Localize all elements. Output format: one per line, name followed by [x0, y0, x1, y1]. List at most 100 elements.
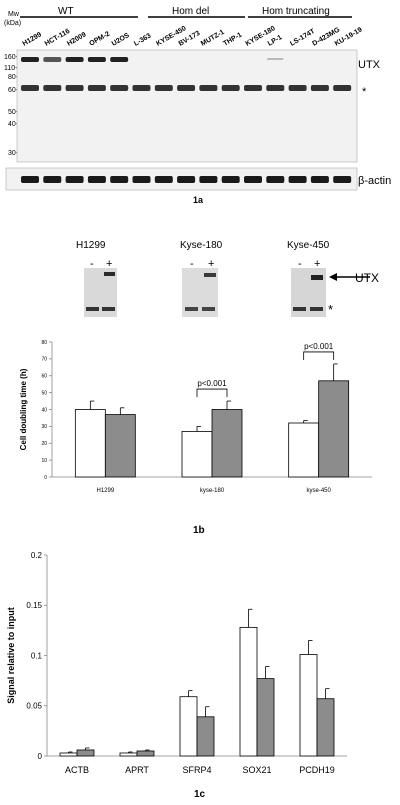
actin-band [221, 176, 240, 183]
star-band [288, 85, 307, 91]
star-band [244, 85, 262, 91]
panel-1a: Mw (kDa) WT Hom del Hom truncating H1299… [0, 0, 400, 205]
lane-label-h1299: H1299 [22, 31, 43, 47]
actin-band [154, 176, 173, 183]
actin-band [266, 176, 285, 183]
bar-aprt-filled [136, 750, 155, 757]
panel-1b-blots: H1299 Kyse-180 Kyse-450 - + - + - + UTX … [0, 220, 400, 320]
lane-label-u2os: U2OS [111, 32, 131, 48]
kda-label: (kDa) [4, 20, 21, 27]
marker-60: 60- [8, 87, 19, 94]
caption-1b: 1b [193, 525, 205, 536]
star-band [154, 85, 173, 91]
bar-h1299-filled [104, 414, 136, 478]
bar-kyse-180-filled [211, 409, 243, 478]
kyse450-star-band-plus [310, 307, 323, 311]
panel-1b-chart: 0 10 20 30 40 50 60 70 80 Cell doubling time (h) H… [0, 330, 400, 535]
star-band [43, 85, 62, 91]
y-tick-label: 0 [38, 752, 43, 761]
y-tick-label: 60 [41, 374, 47, 380]
actin-band [177, 176, 196, 183]
category-label-actb: ACTB [65, 765, 89, 775]
lane-label-lp-1: LP-1 [267, 34, 284, 48]
actin-bands [21, 176, 352, 183]
band-label-actin: β-actin [358, 175, 391, 187]
actin-band [21, 176, 39, 183]
lane-label-l-363: L-363 [133, 32, 152, 47]
bar-pcdh19-filled [316, 698, 335, 757]
star-band [177, 85, 196, 91]
actin-band [310, 176, 329, 183]
star-band [199, 85, 218, 91]
bar-sox21-open [239, 626, 258, 757]
group-hom-del: Hom del [172, 6, 209, 17]
panel-1a-figure: Mw (kDa) WT Hom del Hom truncating H1299… [4, 6, 391, 205]
h1299-plus: + [106, 258, 112, 270]
category-label-pcdh19: PCDH19 [299, 765, 335, 775]
bar-kyse-450-open [288, 422, 320, 478]
actin-band [288, 176, 307, 183]
group-hom-truncating: Hom truncating [262, 6, 330, 17]
bar-sox21-filled [256, 678, 275, 757]
marker-110: 110- [4, 65, 18, 72]
pvalue-bracket [196, 388, 228, 398]
star-band [87, 85, 106, 91]
pvalue-label: p<0.001 [304, 342, 334, 351]
band-label-star: * [362, 86, 367, 98]
bar-aprt-open [119, 752, 138, 757]
marker-40: 40- [8, 121, 19, 128]
bar-actb-open [59, 752, 78, 757]
y-tick-label: 0.2 [31, 551, 43, 560]
y-axis-label: Cell doubling time (h) [19, 368, 28, 450]
star-band [110, 85, 129, 91]
utx-band [110, 57, 129, 62]
y-tick-label: 0.1 [31, 651, 43, 660]
category-label-sfrp4: SFRP4 [182, 765, 211, 775]
lane-label-thp-1: THP-1 [222, 32, 243, 48]
y-tick-label: 0 [44, 475, 47, 481]
blot-star-label: * [328, 302, 333, 317]
blot-title-h1299: H1299 [76, 240, 106, 251]
blot-title-kyse180: Kyse-180 [180, 240, 223, 251]
marker-160: 160- [4, 54, 19, 61]
y-tick-label: 40 [41, 407, 47, 413]
bar-pcdh19-open [299, 654, 318, 757]
kyse450-utx-band [311, 275, 323, 280]
bar-sfrp4-filled [196, 716, 215, 757]
star-band [310, 85, 329, 91]
panel-1c-chart: 0 0.05 0.1 0.15 0.2 Signal relative to input A… [0, 545, 400, 790]
category-label-aprt: APRT [125, 765, 149, 775]
actin-band [110, 176, 129, 183]
kyse450-minus: - [298, 258, 302, 270]
bar-kyse-180-open [181, 431, 213, 478]
panel-1b-blots-figure: H1299 Kyse-180 Kyse-450 - + - + - + UTX … [76, 240, 379, 317]
y-axis-label: Signal relative to input [6, 607, 16, 704]
kyse180-star-band-plus [202, 307, 215, 311]
kyse180-star-band-minus [185, 307, 198, 311]
caption-1a: 1a [193, 195, 204, 205]
caption-1c: 1c [194, 789, 206, 800]
blot-bands [21, 57, 352, 91]
y-tick-label: 50 [41, 390, 47, 396]
actin-band [132, 176, 151, 183]
star-band [333, 85, 352, 91]
group-wt: WT [58, 6, 74, 17]
bar-actb-filled [76, 749, 95, 757]
pvalue-bracket [303, 351, 335, 360]
utx-band [87, 57, 106, 62]
lane-label-mutz-1: MUTZ-1 [200, 29, 226, 48]
star-band [132, 85, 151, 91]
utx-arrow-head [329, 273, 337, 281]
category-label-kyse-450: kyse-450 [306, 488, 331, 494]
mw-label: Mw [8, 11, 20, 18]
main-blot [16, 49, 358, 163]
h1299-star-band-minus [86, 307, 99, 311]
y-tick-label: 30 [41, 424, 47, 430]
utx-band [21, 57, 39, 62]
pvalue-label: p<0.001 [197, 379, 227, 388]
doubling-time-chart: 0 10 20 30 40 50 60 70 80 Cell doubling time (h) H… [19, 340, 372, 494]
y-tick-label: 20 [41, 441, 47, 447]
bar-sfrp4-open [179, 696, 198, 757]
actin-band [43, 176, 62, 183]
h1299-star-band-plus [102, 307, 115, 311]
